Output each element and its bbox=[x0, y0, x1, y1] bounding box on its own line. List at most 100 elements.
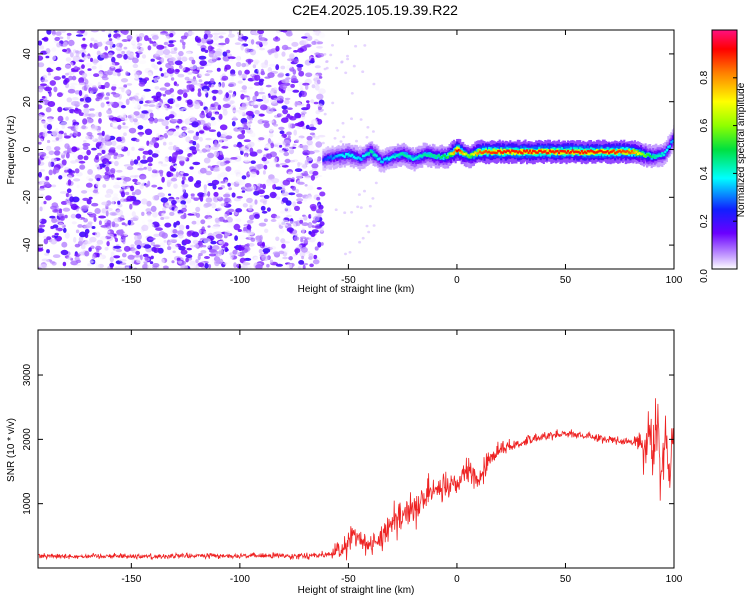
noise-speckle bbox=[154, 52, 160, 57]
noise-speckle bbox=[293, 50, 299, 53]
noise-speckle bbox=[86, 149, 91, 156]
noise-speckle bbox=[303, 197, 307, 202]
signal-band-cell bbox=[639, 152, 643, 155]
signal-band-cell bbox=[630, 150, 633, 153]
signal-band-cell bbox=[419, 154, 422, 158]
signal-band-cell bbox=[404, 154, 407, 158]
noise-speckle bbox=[64, 214, 68, 219]
x-tick-label: -50 bbox=[341, 275, 356, 286]
noise-speckle bbox=[80, 30, 85, 33]
noise-speckle bbox=[90, 87, 99, 93]
noise-speckle bbox=[93, 216, 97, 223]
noise-speckle bbox=[202, 245, 207, 248]
signal-band-cell bbox=[428, 152, 431, 156]
signal-band-cell bbox=[624, 151, 627, 156]
noise-speckle bbox=[43, 235, 47, 240]
noise-speckle bbox=[176, 158, 180, 162]
signal-band-cell bbox=[495, 151, 498, 155]
noise-speckle bbox=[88, 113, 96, 118]
signal-band-cell bbox=[330, 156, 333, 161]
noise-speckle bbox=[46, 218, 50, 225]
noise-speckle bbox=[93, 73, 100, 77]
noise-speckle bbox=[70, 52, 74, 58]
signal-band-cell bbox=[337, 154, 340, 159]
signal-band-cell bbox=[367, 152, 371, 155]
noise-speckle bbox=[257, 67, 262, 74]
signal-band-cell bbox=[396, 154, 399, 157]
noise-speckle bbox=[101, 149, 106, 154]
signal-band-cell bbox=[603, 151, 606, 154]
noise-speckle bbox=[198, 150, 203, 154]
noise-speckle bbox=[159, 171, 164, 177]
noise-speckle bbox=[75, 213, 82, 219]
noise-speckle bbox=[180, 264, 188, 269]
noise-speckle bbox=[143, 88, 151, 92]
noise-speckle bbox=[225, 256, 233, 261]
noise-speckle bbox=[253, 256, 260, 262]
noise-speckle bbox=[98, 215, 107, 219]
noise-speckle bbox=[49, 261, 56, 264]
noise-speckle bbox=[38, 247, 44, 252]
noise-speckle bbox=[260, 62, 269, 69]
noise-speckle bbox=[281, 191, 290, 196]
noise-speckle bbox=[265, 180, 272, 187]
signal-band-cell bbox=[662, 153, 665, 157]
noise-speckle bbox=[120, 78, 129, 83]
noise-speckle bbox=[254, 74, 261, 81]
noise-speckle bbox=[52, 167, 60, 174]
signal-band-cell bbox=[471, 152, 474, 156]
signal-band-cell bbox=[586, 151, 589, 156]
signal-band-cell bbox=[393, 156, 396, 159]
noise-speckle bbox=[111, 56, 116, 64]
noise-speckle bbox=[249, 147, 254, 154]
noise-speckle bbox=[74, 124, 79, 131]
noise-speckle bbox=[237, 55, 241, 61]
noise-speckle bbox=[241, 95, 249, 98]
noise-speckle bbox=[239, 234, 246, 240]
noise-speckle bbox=[46, 30, 52, 35]
noise-speckle bbox=[91, 124, 98, 131]
noise-speckle bbox=[234, 76, 240, 79]
noise-speckle bbox=[141, 224, 149, 231]
noise-speckle bbox=[173, 47, 178, 51]
noise-speckle bbox=[372, 224, 376, 227]
noise-speckle bbox=[374, 181, 378, 185]
signal-band-cell bbox=[595, 148, 599, 153]
noise-speckle bbox=[65, 259, 69, 263]
noise-speckle bbox=[310, 50, 317, 54]
noise-speckle bbox=[210, 83, 215, 90]
noise-speckle bbox=[215, 97, 221, 104]
noise-speckle bbox=[313, 215, 320, 222]
signal-band-cell bbox=[633, 149, 636, 154]
signal-band-cell bbox=[498, 149, 501, 153]
noise-speckle bbox=[85, 182, 93, 188]
noise-speckle bbox=[98, 118, 102, 124]
noise-speckle bbox=[121, 125, 129, 129]
noise-speckle bbox=[203, 157, 211, 164]
signal-band-cell bbox=[472, 153, 475, 156]
noise-speckle bbox=[160, 197, 169, 203]
noise-speckle bbox=[294, 233, 298, 237]
noise-speckle bbox=[138, 60, 147, 65]
noise-speckle bbox=[134, 102, 141, 109]
signal-band-cell bbox=[474, 151, 477, 154]
noise-speckle bbox=[116, 136, 123, 142]
noise-speckle bbox=[243, 139, 251, 143]
noise-speckle bbox=[317, 241, 322, 248]
noise-speckle bbox=[203, 33, 208, 40]
noise-speckle bbox=[249, 214, 255, 220]
noise-speckle bbox=[43, 36, 49, 42]
noise-speckle bbox=[203, 230, 208, 235]
noise-speckle bbox=[246, 115, 253, 120]
noise-speckle bbox=[241, 129, 246, 135]
noise-speckle bbox=[139, 100, 144, 105]
signal-band-cell bbox=[372, 154, 375, 157]
noise-speckle bbox=[96, 177, 101, 182]
noise-speckle bbox=[71, 75, 77, 81]
noise-speckle bbox=[316, 69, 321, 74]
noise-speckle bbox=[126, 195, 135, 202]
noise-speckle bbox=[275, 236, 280, 242]
noise-speckle bbox=[80, 151, 88, 155]
noise-speckle bbox=[169, 99, 174, 104]
